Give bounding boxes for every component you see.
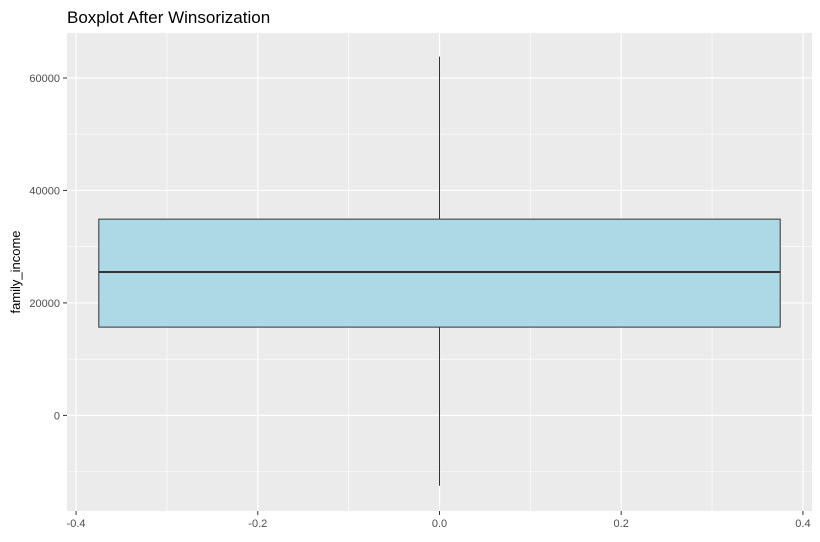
x-axis: -0.4 -0.2 0.0 0.2 0.4 bbox=[67, 511, 811, 530]
chart-title: Boxplot After Winsorization bbox=[67, 8, 270, 27]
y-tick-label: 40000 bbox=[29, 185, 60, 197]
y-axis: 0 20000 40000 60000 bbox=[29, 73, 67, 422]
boxplot-layer bbox=[98, 56, 781, 486]
x-tick-label: 0.0 bbox=[432, 518, 447, 530]
x-tick-label: -0.4 bbox=[67, 518, 86, 530]
y-axis-title: family_income bbox=[8, 230, 23, 313]
y-tick-label: 60000 bbox=[29, 73, 60, 85]
y-tick-label: 0 bbox=[54, 410, 60, 422]
x-tick-label: 0.2 bbox=[614, 518, 629, 530]
x-tick-label: -0.2 bbox=[248, 518, 267, 530]
y-tick-label: 20000 bbox=[29, 298, 60, 310]
iqr-box bbox=[98, 218, 781, 328]
x-tick-label: 0.4 bbox=[795, 518, 810, 530]
